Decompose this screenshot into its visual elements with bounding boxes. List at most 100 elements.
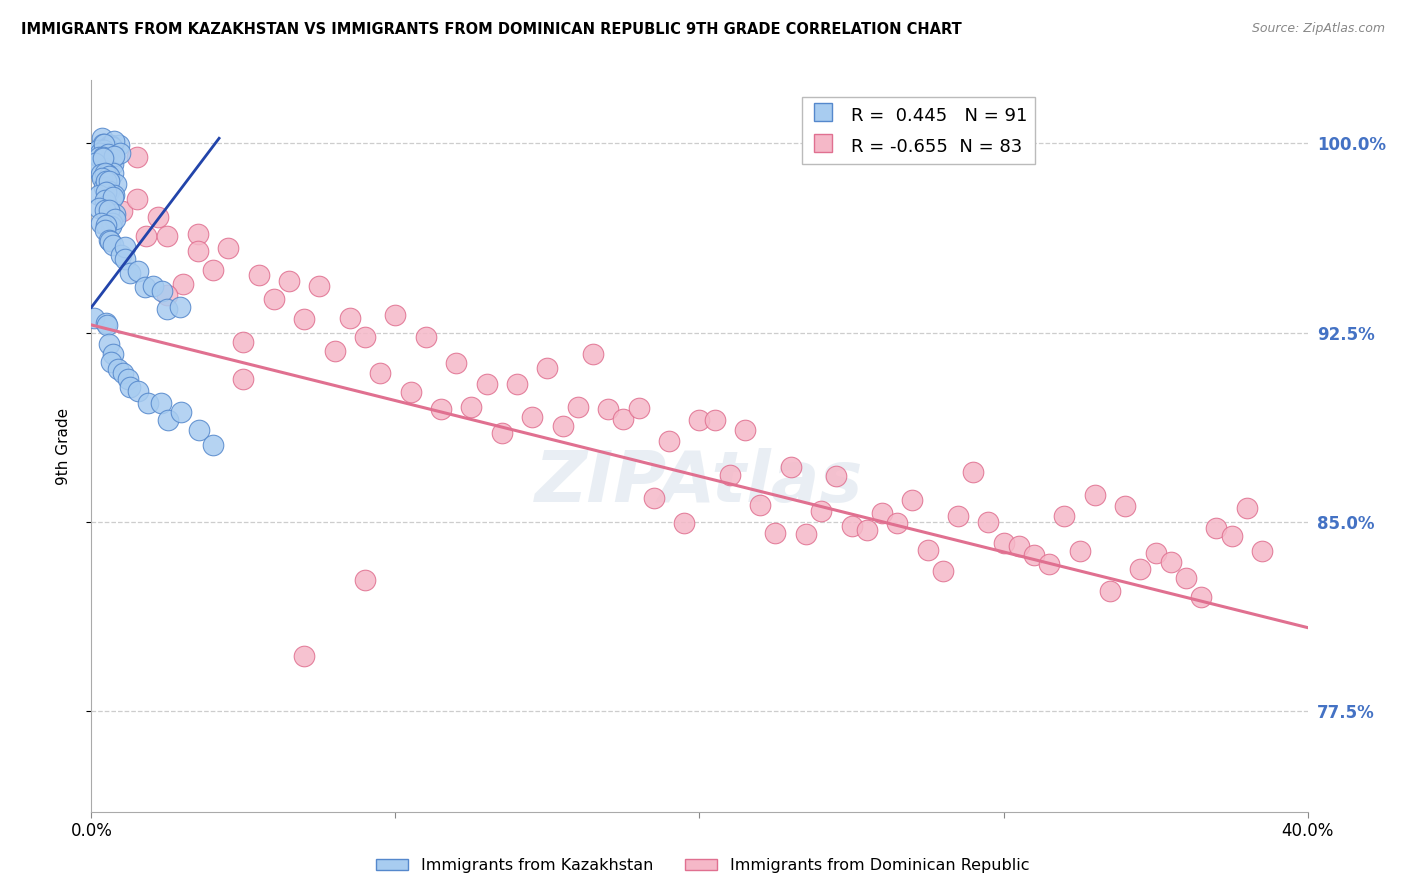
Point (962, 466, 984, 480)
Point (993, 535, 1015, 549)
Point (292, 311, 315, 326)
Point (323, 343, 346, 358)
Point (491, 425, 513, 440)
Point (825, 469, 848, 483)
Point (97, 184, 120, 198)
Point (91, 150, 114, 164)
Point (567, 400, 589, 414)
Point (90, 131, 112, 145)
Point (87, 150, 110, 164)
Point (292, 649, 315, 664)
Point (87, 201, 110, 215)
Point (135, 228, 157, 243)
Point (886, 516, 908, 530)
Point (97, 147, 120, 161)
Point (93, 136, 115, 151)
Point (98, 174, 121, 188)
Point (202, 262, 225, 277)
Point (946, 509, 969, 524)
Point (94, 142, 117, 156)
Point (96, 167, 118, 181)
Point (125, 192, 148, 206)
Point (444, 356, 467, 370)
Point (901, 492, 924, 507)
Point (91, 150, 114, 164)
Point (94, 203, 117, 218)
Point (917, 543, 939, 558)
Point (117, 372, 139, 386)
Point (93, 146, 115, 161)
Point (94, 193, 117, 207)
Point (1022, 548, 1045, 562)
Point (105, 177, 128, 191)
Point (749, 498, 772, 512)
Point (96, 318, 118, 333)
Point (460, 400, 482, 414)
Point (172, 277, 194, 292)
Point (101, 152, 124, 166)
Point (1069, 544, 1091, 558)
Point (1098, 583, 1121, 598)
Point (1114, 499, 1136, 513)
Point (96, 156, 118, 170)
Point (104, 211, 127, 226)
Point (125, 150, 148, 164)
Point (89, 144, 111, 158)
Point (688, 413, 710, 427)
Point (89, 146, 111, 161)
Point (103, 135, 125, 149)
Point (110, 248, 132, 262)
Point (658, 434, 681, 448)
Point (94, 166, 117, 180)
Point (127, 264, 149, 278)
Point (156, 288, 179, 302)
Point (187, 227, 209, 241)
Point (415, 330, 437, 344)
Point (551, 418, 574, 433)
Point (96, 140, 118, 154)
Point (91, 171, 114, 186)
Point (100, 219, 122, 233)
Point (108, 145, 131, 160)
Point (582, 347, 605, 361)
Point (89, 188, 111, 202)
Point (384, 308, 406, 322)
Point (142, 278, 165, 293)
Point (718, 467, 741, 482)
Point (87, 143, 110, 157)
Point (83, 156, 105, 170)
Point (93, 179, 115, 194)
Point (104, 207, 127, 221)
Point (475, 377, 498, 392)
Point (90, 146, 112, 161)
Point (1205, 520, 1227, 534)
Point (101, 238, 124, 252)
Point (354, 574, 377, 588)
Point (100, 137, 122, 152)
Point (1174, 571, 1197, 585)
Point (101, 347, 124, 361)
Point (103, 149, 125, 163)
Point (354, 330, 377, 344)
Point (97, 336, 120, 351)
Point (107, 362, 129, 376)
Point (779, 460, 801, 475)
Point (1236, 501, 1258, 516)
Point (108, 138, 131, 153)
Point (202, 438, 225, 452)
Point (111, 203, 134, 218)
Point (1220, 529, 1243, 543)
Point (522, 410, 544, 425)
Point (98, 169, 121, 183)
Point (100, 138, 122, 153)
Point (810, 504, 832, 518)
Point (430, 401, 453, 416)
Point (91, 151, 114, 165)
Point (98, 233, 121, 247)
Point (101, 157, 124, 171)
Point (703, 413, 725, 427)
Point (91, 143, 114, 157)
Point (931, 564, 953, 578)
Point (169, 301, 191, 315)
Point (673, 516, 696, 531)
